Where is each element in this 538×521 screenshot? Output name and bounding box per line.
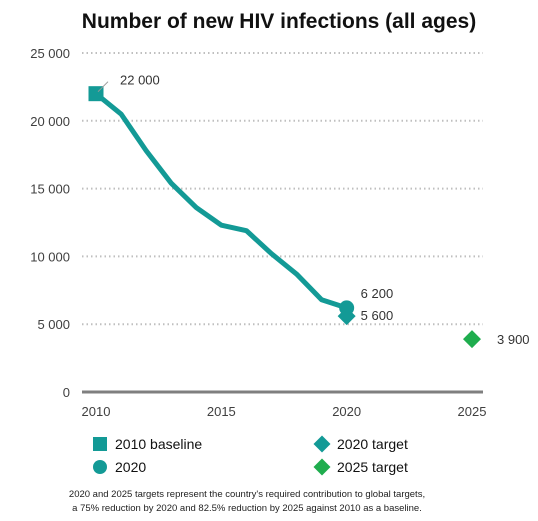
legend-swatch-diamond [313, 435, 331, 453]
footnote-line: a 75% reduction by 2020 and 82.5% reduct… [72, 503, 422, 514]
marker-diamond [337, 307, 356, 326]
legend-swatch-diamond [313, 458, 331, 476]
y-tick-label: 25 000 [30, 46, 70, 61]
y-tick-label: 5 000 [37, 317, 70, 332]
legend-label: 2010 baseline [115, 436, 202, 452]
y-tick-label: 15 000 [30, 182, 70, 197]
legend-swatch-circle [93, 460, 107, 474]
legend-label: 2025 target [337, 459, 408, 475]
x-tick-label: 2025 [458, 404, 487, 419]
series-layer [93, 91, 350, 311]
x-tick-label: 2015 [207, 404, 236, 419]
y-tick-label: 20 000 [30, 114, 70, 129]
legend-swatch-square [93, 437, 107, 451]
data-label: 6 200 [361, 286, 394, 301]
legend-label: 2020 [115, 459, 146, 475]
markers-layer [88, 86, 481, 349]
footnote-line: 2020 and 2025 targets represent the coun… [69, 489, 425, 500]
marker-diamond [463, 330, 481, 349]
gridlines [82, 52, 483, 326]
x-axis: 2010 2015 2020 2025 [82, 404, 487, 419]
chart-title: Number of new HIV infections (all ages) [82, 10, 476, 33]
series-line [93, 91, 350, 311]
data-labels: 22 000 6 200 5 600 3 900 [97, 73, 530, 347]
x-tick-label: 2010 [82, 404, 111, 419]
y-tick-label: 0 [63, 385, 70, 400]
leader-line [97, 81, 109, 93]
y-axis: 0 5 000 10 000 15 000 20 000 25 000 [30, 46, 70, 400]
footnote: 2020 and 2025 targets represent the coun… [69, 489, 425, 514]
data-label: 5 600 [361, 308, 394, 323]
data-label: 22 000 [120, 73, 160, 88]
y-tick-label: 10 000 [30, 249, 70, 264]
data-label: 3 900 [497, 332, 530, 347]
legend-label: 2020 target [337, 436, 408, 452]
x-tick-label: 2020 [332, 404, 361, 419]
legend: 2010 baseline 2020 target 2020 2025 target [93, 435, 408, 476]
